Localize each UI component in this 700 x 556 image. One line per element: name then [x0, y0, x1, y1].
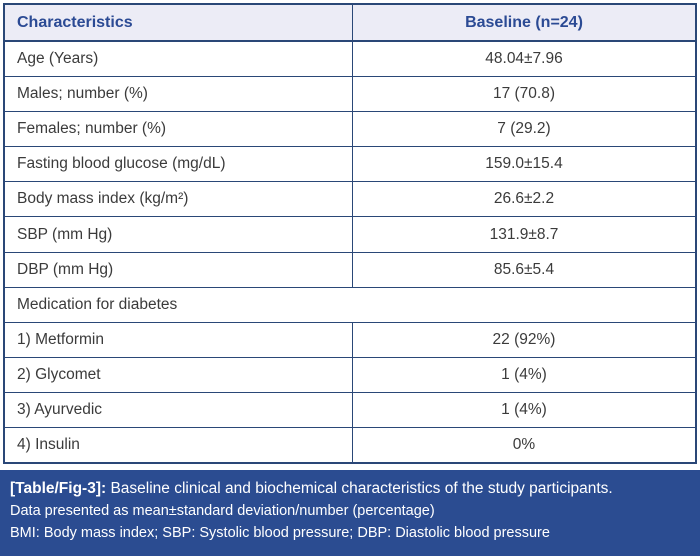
caption-data-note: Data presented as mean±standard deviatio… [10, 503, 435, 519]
row-label: Fasting blood glucose (mg/dL) [17, 155, 226, 173]
header-characteristics: Characteristics [17, 13, 133, 31]
table-header-row: Characteristics Baseline (n=24) [5, 5, 695, 42]
table-row: 2) Glycomet 1 (4%) [5, 357, 695, 393]
row-label: Females; number (%) [17, 120, 167, 138]
row-value: 85.6±5.4 [352, 252, 695, 287]
figure-caption: [Table/Fig-3]: Baseline clinical and bio… [0, 470, 700, 556]
table-row: Fasting blood glucose (mg/dL) 159.0±15.4 [5, 147, 695, 183]
row-value: 7 (29.2) [352, 112, 695, 147]
row-value: 1 (4%) [352, 357, 695, 392]
table-row: SBP (mm Hg) 131.9±8.7 [5, 217, 695, 253]
row-label: SBP (mm Hg) [17, 225, 113, 243]
row-label: 1) Metformin [17, 330, 104, 348]
caption-abbreviations: BMI: Body mass index; SBP: Systolic bloo… [10, 525, 550, 541]
table-row: Body mass index (kg/m²) 26.6±2.2 [5, 182, 695, 218]
row-label: 2) Glycomet [17, 365, 101, 383]
row-label: 4) Insulin [17, 436, 80, 454]
row-value: 1 (4%) [352, 392, 695, 428]
header-baseline: Baseline (n=24) [352, 5, 695, 40]
table-row: Males; number (%) 17 (70.8) [5, 77, 695, 113]
table-row: DBP (mm Hg) 85.6±5.4 [5, 252, 695, 288]
section-label: Medication for diabetes [17, 295, 178, 313]
table-row: 4) Insulin 0% [5, 428, 695, 463]
row-label: DBP (mm Hg) [17, 260, 114, 278]
caption-tag: [Table/Fig-3]: [10, 480, 107, 497]
row-value: 48.04±7.96 [352, 42, 695, 77]
row-label: Body mass index (kg/m²) [17, 190, 189, 208]
row-value: 17 (70.8) [352, 77, 695, 112]
table-section-row: Medication for diabetes [5, 287, 695, 323]
caption-title-text: Baseline clinical and biochemical charac… [106, 480, 613, 497]
table-row: Age (Years) 48.04±7.96 [5, 42, 695, 78]
table-row: Females; number (%) 7 (29.2) [5, 112, 695, 148]
characteristics-table: Characteristics Baseline (n=24) Age (Yea… [3, 3, 697, 465]
row-value: 0% [352, 428, 695, 463]
row-label: Males; number (%) [17, 85, 148, 103]
caption-title-line: [Table/Fig-3]: Baseline clinical and bio… [10, 478, 690, 500]
row-value: 131.9±8.7 [352, 217, 695, 252]
row-label: Age (Years) [17, 50, 99, 68]
table-row: 1) Metformin 22 (92%) [5, 322, 695, 358]
row-value: 26.6±2.2 [352, 182, 695, 217]
row-label: 3) Ayurvedic [17, 400, 103, 418]
row-value: 159.0±15.4 [352, 147, 695, 182]
row-value: 22 (92%) [352, 322, 695, 357]
table-row: 3) Ayurvedic 1 (4%) [5, 392, 695, 429]
